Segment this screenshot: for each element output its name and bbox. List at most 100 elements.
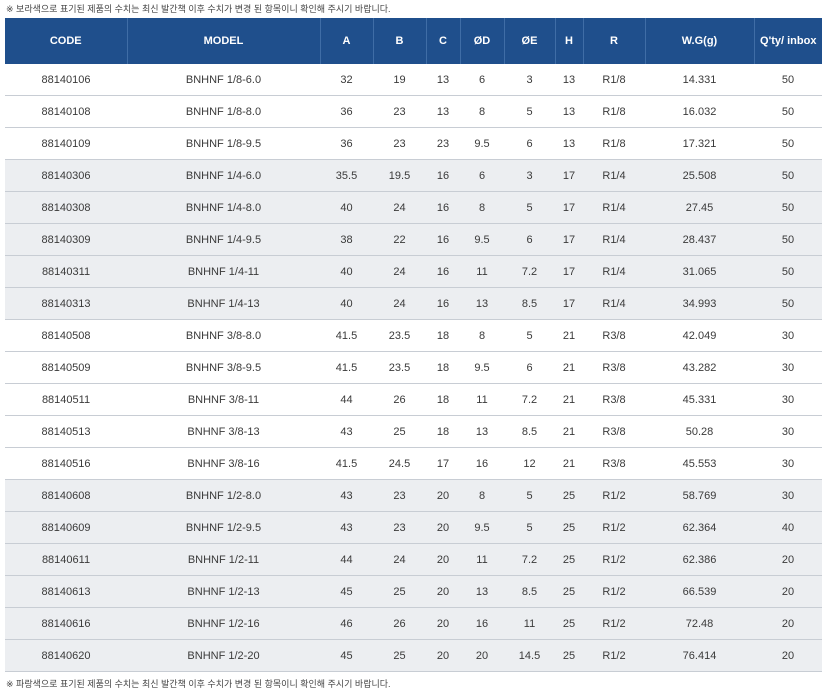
column-header-h: H (555, 18, 584, 64)
table-cell-code: 88140609 (5, 511, 127, 544)
table-cell-a: 41.5 (320, 447, 373, 480)
table-cell-b: 23 (373, 95, 426, 128)
table-cell-od: 9.5 (460, 351, 504, 384)
table-cell-c: 18 (426, 383, 460, 416)
table-cell-r: R1/2 (583, 639, 645, 672)
table-cell-h: 21 (555, 415, 583, 448)
table-cell-h: 17 (555, 223, 583, 256)
table-cell-model: BNHNF 1/4-11 (127, 255, 320, 288)
table-cell-a: 40 (320, 287, 373, 320)
table-cell-model: BNHNF 1/4-13 (127, 287, 320, 320)
table-cell-model: BNHNF 3/8-8.0 (127, 319, 320, 352)
table-cell-code: 88140613 (5, 575, 127, 608)
table-cell-qty-inbox: 50 (754, 159, 822, 192)
table-cell-h: 17 (555, 287, 583, 320)
table-cell-model: BNHNF 1/2-8.0 (127, 479, 320, 512)
table-cell-a: 36 (320, 95, 373, 128)
table-cell-wg: 76.414 (645, 639, 754, 672)
table-cell-model: BNHNF 3/8-11 (127, 383, 320, 416)
table-cell-wg: 72.48 (645, 607, 754, 640)
table-cell-model: BNHNF 1/2-9.5 (127, 511, 320, 544)
table-cell-wg: 27.45 (645, 191, 754, 224)
table-cell-b: 24 (373, 287, 426, 320)
table-cell-a: 46 (320, 607, 373, 640)
table-row: 88140516 BNHNF 3/8-16 41.5 24.5 17 16 12 21 R3/8… (5, 447, 822, 480)
table-cell-od: 20 (460, 639, 504, 672)
table-row: 88140511 BNHNF 3/8-11 44 26 18 11 7.2 21 R3/8 45.… (5, 383, 822, 416)
table-cell-qty-inbox: 50 (754, 95, 822, 128)
table-cell-r: R1/2 (583, 575, 645, 608)
column-header-code: CODE (5, 18, 128, 64)
table-cell-code: 88140616 (5, 607, 127, 640)
column-header-wg: W.G(g) (645, 18, 755, 64)
table-cell-model: BNHNF 3/8-16 (127, 447, 320, 480)
table-cell-od: 16 (460, 447, 504, 480)
table-cell-oe: 3 (504, 64, 555, 96)
table-cell-b: 22 (373, 223, 426, 256)
table-cell-c: 18 (426, 319, 460, 352)
table-cell-h: 25 (555, 575, 583, 608)
table-cell-r: R1/8 (583, 127, 645, 160)
table-cell-qty-inbox: 30 (754, 383, 822, 416)
table-cell-r: R3/8 (583, 415, 645, 448)
table-cell-code: 88140309 (5, 223, 127, 256)
table-cell-oe: 12 (504, 447, 555, 480)
table-cell-h: 21 (555, 383, 583, 416)
table-cell-model: BNHNF 1/8-6.0 (127, 64, 320, 96)
table-cell-b: 25 (373, 415, 426, 448)
table-cell-c: 18 (426, 415, 460, 448)
table-cell-h: 17 (555, 159, 583, 192)
table-cell-wg: 45.553 (645, 447, 754, 480)
table-row: 88140613 BNHNF 1/2-13 45 25 20 13 8.5 25 R1/2 66.… (5, 575, 822, 608)
table-cell-qty-inbox: 30 (754, 479, 822, 512)
table-cell-a: 32 (320, 64, 373, 96)
table-cell-r: R1/4 (583, 255, 645, 288)
table-row: 88140608 BNHNF 1/2-8.0 43 23 20 8 5 25 R1/2 58.76… (5, 479, 822, 512)
table-cell-r: R1/4 (583, 159, 645, 192)
table-cell-code: 88140313 (5, 287, 127, 320)
table-cell-c: 20 (426, 607, 460, 640)
table-cell-wg: 62.364 (645, 511, 754, 544)
table-body: 88140106 BNHNF 1/8-6.0 32 19 13 6 3 13 R1/8 14.33… (5, 64, 822, 672)
table-cell-a: 43 (320, 479, 373, 512)
table-cell-wg: 34.993 (645, 287, 754, 320)
table-row: 88140508 BNHNF 3/8-8.0 41.5 23.5 18 8 5 21 R3/8 4… (5, 319, 822, 352)
table-cell-c: 20 (426, 479, 460, 512)
table-cell-a: 36 (320, 127, 373, 160)
table-row: 88140109 BNHNF 1/8-9.5 36 23 23 9.5 6 13 R1/8 17.… (5, 127, 822, 160)
table-cell-c: 16 (426, 159, 460, 192)
table-cell-od: 13 (460, 287, 504, 320)
table-cell-model: BNHNF 1/8-8.0 (127, 95, 320, 128)
table-cell-code: 88140509 (5, 351, 127, 384)
table-cell-model: BNHNF 3/8-13 (127, 415, 320, 448)
table-cell-wg: 62.386 (645, 543, 754, 576)
table-cell-b: 25 (373, 575, 426, 608)
table-cell-od: 6 (460, 159, 504, 192)
table-cell-od: 9.5 (460, 127, 504, 160)
table-cell-model: BNHNF 1/2-13 (127, 575, 320, 608)
table-cell-b: 23 (373, 479, 426, 512)
table-cell-wg: 28.437 (645, 223, 754, 256)
table-cell-qty-inbox: 40 (754, 511, 822, 544)
table-cell-c: 20 (426, 511, 460, 544)
table-cell-oe: 7.2 (504, 543, 555, 576)
table-cell-b: 23.5 (373, 351, 426, 384)
table-cell-wg: 45.331 (645, 383, 754, 416)
table-cell-r: R3/8 (583, 351, 645, 384)
table-cell-c: 13 (426, 95, 460, 128)
table-cell-b: 25 (373, 639, 426, 672)
table-cell-h: 21 (555, 319, 583, 352)
table-row: 88140509 BNHNF 3/8-9.5 41.5 23.5 18 9.5 6 21 R3/… (5, 351, 822, 384)
table-cell-qty-inbox: 20 (754, 543, 822, 576)
table-cell-b: 26 (373, 607, 426, 640)
table-cell-oe: 5 (504, 479, 555, 512)
table-cell-h: 25 (555, 479, 583, 512)
table-cell-oe: 5 (504, 511, 555, 544)
table-cell-h: 13 (555, 127, 583, 160)
column-header-qty-inbox: Q'ty/ inbox (754, 18, 822, 64)
column-header-r: R (583, 18, 646, 64)
table-cell-oe: 5 (504, 319, 555, 352)
table-cell-b: 24 (373, 255, 426, 288)
column-header-c: C (426, 18, 461, 64)
table-cell-oe: 7.2 (504, 383, 555, 416)
